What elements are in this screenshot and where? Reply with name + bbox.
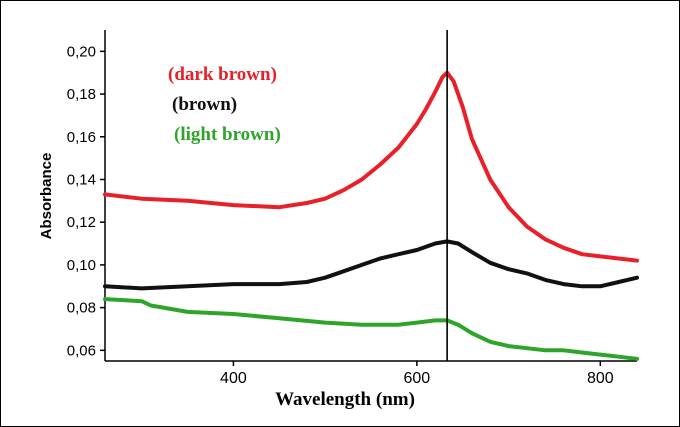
y-ticks: 0,06 0,08 0,10 0,12 0,14 0,16 0,18 0,20 (67, 43, 105, 359)
series-line-light-brown (103, 297, 639, 361)
y-tick-label: 0,12 (67, 214, 96, 231)
y-axis-title: Absorbance (38, 153, 55, 240)
y-tick-label: 0,14 (67, 171, 96, 188)
y-tick-label: 0,18 (67, 86, 96, 103)
y-tick-label: 0,20 (67, 43, 96, 60)
x-ticks: 400 600 800 (220, 361, 614, 387)
y-tick-label: 0,08 (67, 300, 96, 317)
y-tick-label: 0,16 (67, 129, 96, 146)
legend-label-light-brown: (light brown) (174, 124, 281, 145)
x-tick-label: 600 (404, 370, 431, 387)
x-tick-label: 800 (587, 370, 614, 387)
legend: (dark brown) (brown) (light brown) (168, 64, 281, 145)
series-line-brown (103, 239, 639, 291)
x-tick-label: 400 (220, 370, 247, 387)
legend-label-brown: (brown) (172, 94, 237, 115)
series-line-dark-brown (103, 70, 639, 263)
x-axis-title: Wavelength (nm) (275, 389, 415, 410)
y-tick-label: 0,06 (67, 342, 96, 359)
legend-label-dark-brown: (dark brown) (168, 64, 277, 85)
series-layer (103, 70, 639, 361)
y-tick-label: 0,10 (67, 257, 96, 274)
